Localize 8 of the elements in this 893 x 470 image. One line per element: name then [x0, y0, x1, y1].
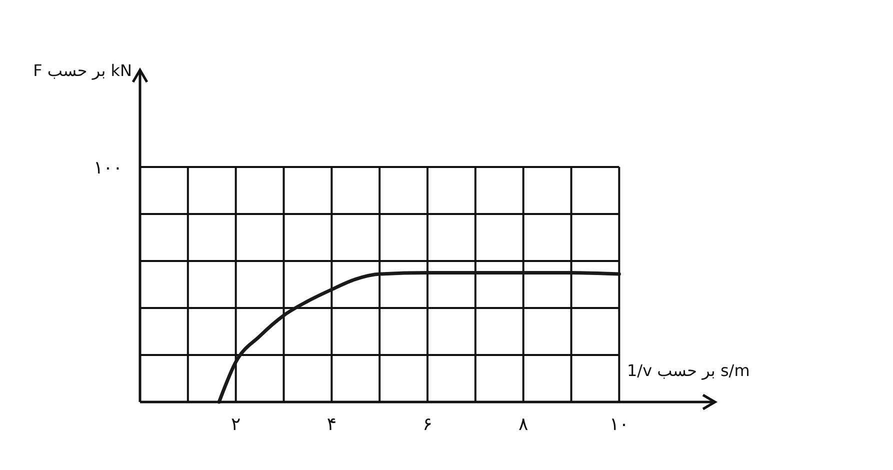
x-tick-label: ۴	[326, 414, 337, 435]
x-axis-title: 1/v بر حسب s/m	[627, 361, 750, 380]
x-tick-label: ۱۰	[609, 414, 629, 435]
text: F بر حسب kN	[33, 61, 132, 80]
x-tick-label: ۸	[518, 414, 528, 435]
x-tick-label: ۶	[422, 414, 432, 435]
x-tick-label: ۲	[230, 414, 241, 435]
text: ۱۰۰	[93, 157, 123, 178]
